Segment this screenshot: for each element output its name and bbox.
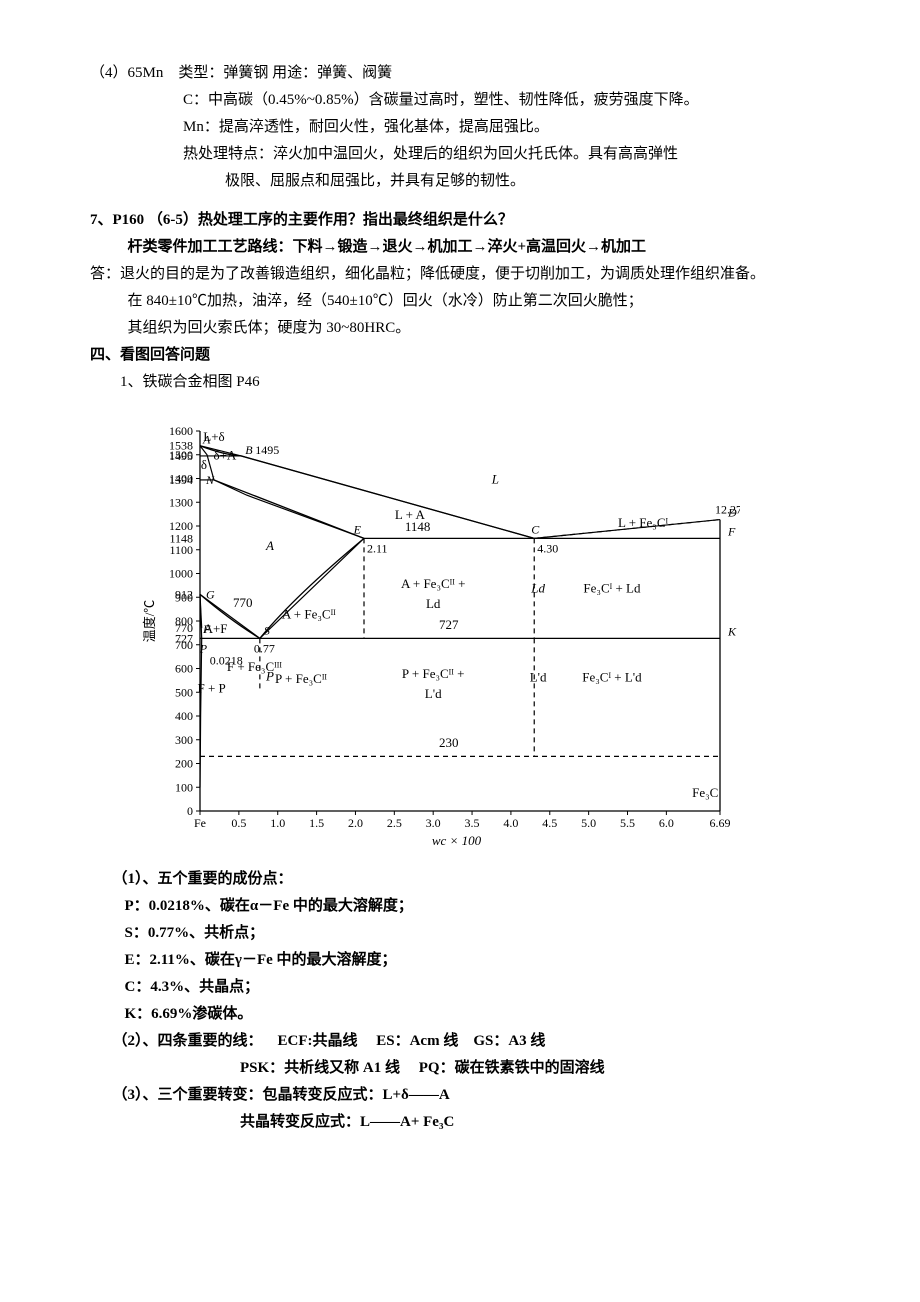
svg-text:G: G xyxy=(206,587,215,601)
n3-head: （3）、三个重要转变：包晶转变反应式：L+δ——A xyxy=(90,1082,830,1109)
svg-text:1000: 1000 xyxy=(169,567,193,581)
svg-text:2.5: 2.5 xyxy=(387,816,402,830)
svg-text:4.5: 4.5 xyxy=(542,816,557,830)
svg-text:wc × 100: wc × 100 xyxy=(432,833,482,848)
q4-block: （4）65Mn 类型：弹簧钢 用途：弹簧、阀簧 C：中高碳（0.45%~0.85… xyxy=(90,60,830,195)
svg-text:温度/℃: 温度/℃ xyxy=(142,600,157,643)
svg-text:100: 100 xyxy=(175,780,193,794)
svg-text:1495: 1495 xyxy=(255,443,279,457)
svg-text:L + Fe₃Cᴵ: L + Fe₃Cᴵ xyxy=(618,515,668,530)
svg-text:912: 912 xyxy=(175,587,193,601)
svg-text:A: A xyxy=(265,538,274,553)
svg-text:P: P xyxy=(199,641,208,655)
svg-text:3.5: 3.5 xyxy=(465,816,480,830)
svg-text:770: 770 xyxy=(233,595,253,610)
q7-sub: 杆类零件加工工艺路线：下料→锻造→退火→机加工→淬火+高温回火→机加工 xyxy=(90,234,830,261)
svg-text:δ: δ xyxy=(201,457,207,472)
svg-text:5.0: 5.0 xyxy=(581,816,596,830)
svg-text:N: N xyxy=(205,473,215,487)
q4-l4: 热处理特点：淬火加中温回火，处理后的组织为回火托氏体。具有高高弹性 xyxy=(90,141,830,168)
svg-text:A + Fe₃Cᴵᴵ: A + Fe₃Cᴵᴵ xyxy=(282,607,336,622)
svg-text:1394: 1394 xyxy=(169,473,193,487)
q7-title: 7、P160 （6-5）热处理工序的主要作用？指出最终组织是什么？ xyxy=(90,207,830,234)
svg-text:1600: 1600 xyxy=(169,424,193,438)
svg-text:2.0: 2.0 xyxy=(348,816,363,830)
svg-text:5.5: 5.5 xyxy=(620,816,635,830)
svg-text:400: 400 xyxy=(175,709,193,723)
q4-l2: C：中高碳（0.45%~0.85%）含碳量过高时，塑性、韧性降低，疲劳强度下降。 xyxy=(90,87,830,114)
q7-block: 7、P160 （6-5）热处理工序的主要作用？指出最终组织是什么？ 杆类零件加工… xyxy=(90,207,830,342)
svg-text:F + P: F + P xyxy=(198,680,226,695)
n3-l1: 共晶转变反应式：L——A+ Fe₃C xyxy=(90,1109,830,1136)
svg-text:E: E xyxy=(353,522,362,536)
svg-text:1.5: 1.5 xyxy=(309,816,324,830)
svg-text:Fe₃Cᴵ + L'd: Fe₃Cᴵ + L'd xyxy=(582,670,642,685)
svg-text:Fe: Fe xyxy=(194,816,206,830)
svg-text:1300: 1300 xyxy=(169,495,193,509)
svg-text:230: 230 xyxy=(439,735,459,750)
s4-sub1: 1、铁碳合金相图 P46 xyxy=(90,369,830,396)
phase-diagram-svg: 0100200300400500600700800900100011001200… xyxy=(140,411,740,851)
notes-block: （1）、五个重要的成份点： P：0.0218%、碳在α－Fe 中的最大溶解度； … xyxy=(90,866,830,1136)
svg-text:727: 727 xyxy=(439,617,459,632)
svg-text:L: L xyxy=(491,471,499,486)
section4: 四、看图回答问题 1、铁碳合金相图 P46 xyxy=(90,342,830,396)
svg-text:A + Fe₃Cᴵᴵ +: A + Fe₃Cᴵᴵ + xyxy=(401,576,465,591)
svg-text:F: F xyxy=(727,524,736,538)
q7-a2: 在 840±10℃加热，油淬，经（540±10℃）回火（水冷）防止第二次回火脆性… xyxy=(90,288,830,315)
svg-text:300: 300 xyxy=(175,733,193,747)
n1-head: （1）、五个重要的成份点： xyxy=(90,866,830,893)
svg-text:1148: 1148 xyxy=(405,519,431,534)
svg-text:L+δ: L+δ xyxy=(203,429,224,444)
n2-l1: PSK：共析线又称 A1 线 PQ：碳在铁素铁中的固溶线 xyxy=(90,1055,830,1082)
svg-text:P + Fe₃Cᴵᴵ: P + Fe₃Cᴵᴵ xyxy=(275,671,327,686)
svg-text:K: K xyxy=(727,624,737,638)
n2-head: （2）、四条重要的线： ECF:共晶线 ES：Acm 线 GS：A3 线 xyxy=(90,1028,830,1055)
svg-text:0: 0 xyxy=(187,804,193,818)
n1-l3: E：2.11%、碳在γ－Fe 中的最大溶解度； xyxy=(90,947,830,974)
n1-l1: P：0.0218%、碳在α－Fe 中的最大溶解度； xyxy=(90,893,830,920)
svg-text:Fe₃Cᴵ + Ld: Fe₃Cᴵ + Ld xyxy=(583,581,641,596)
svg-text:A+F: A+F xyxy=(204,621,228,636)
svg-text:Fe₃C: Fe₃C xyxy=(692,785,718,800)
s4-title: 四、看图回答问题 xyxy=(90,342,830,369)
svg-text:3.0: 3.0 xyxy=(426,816,441,830)
svg-text:600: 600 xyxy=(175,662,193,676)
svg-text:500: 500 xyxy=(175,685,193,699)
n1-l5: K：6.69%渗碳体。 xyxy=(90,1001,830,1028)
svg-text:6.69: 6.69 xyxy=(710,816,731,830)
n1-l4: C：4.3%、共晶点； xyxy=(90,974,830,1001)
svg-text:S: S xyxy=(264,623,270,637)
svg-text:C: C xyxy=(531,522,540,536)
q7-a1: 答：退火的目的是为了改善锻造组织，细化晶粒；降低硬度，便于切削加工，为调质处理作… xyxy=(90,261,830,288)
svg-text:δ+A: δ+A xyxy=(213,448,236,463)
svg-text:6.0: 6.0 xyxy=(659,816,674,830)
svg-text:Ld: Ld xyxy=(530,581,545,596)
svg-text:770: 770 xyxy=(175,621,193,635)
svg-text:B: B xyxy=(245,443,253,457)
q4-l5: 极限、屈服点和屈强比，并具有足够的韧性。 xyxy=(90,168,830,195)
phase-diagram: 0100200300400500600700800900100011001200… xyxy=(90,396,830,866)
svg-text:4.0: 4.0 xyxy=(503,816,518,830)
svg-text:0.77: 0.77 xyxy=(254,641,275,655)
svg-text:Ld: Ld xyxy=(426,596,441,611)
n1-l2: S：0.77%、共析点； xyxy=(90,920,830,947)
svg-text:200: 200 xyxy=(175,757,193,771)
svg-text:4.30: 4.30 xyxy=(537,541,558,555)
svg-text:12.27: 12.27 xyxy=(715,503,740,517)
svg-text:2.11: 2.11 xyxy=(367,541,388,555)
q4-l3: Mn：提高淬透性，耐回火性，强化基体，提高屈强比。 xyxy=(90,114,830,141)
q4-l1: （4）65Mn 类型：弹簧钢 用途：弹簧、阀簧 xyxy=(90,60,830,87)
svg-text:P: P xyxy=(265,668,274,683)
svg-text:F + Fe₃Cᴵᴵᴵ: F + Fe₃Cᴵᴵᴵ xyxy=(227,659,282,674)
svg-text:1148: 1148 xyxy=(169,531,193,545)
svg-text:1538: 1538 xyxy=(169,439,193,453)
q7-a3: 其组织为回火索氏体；硬度为 30~80HRC。 xyxy=(90,315,830,342)
svg-text:L'd: L'd xyxy=(425,686,442,701)
svg-text:L'd: L'd xyxy=(530,670,547,685)
svg-text:0.5: 0.5 xyxy=(231,816,246,830)
svg-text:1.0: 1.0 xyxy=(270,816,285,830)
svg-text:P + Fe₃Cᴵᴵ +: P + Fe₃Cᴵᴵ + xyxy=(402,666,465,681)
